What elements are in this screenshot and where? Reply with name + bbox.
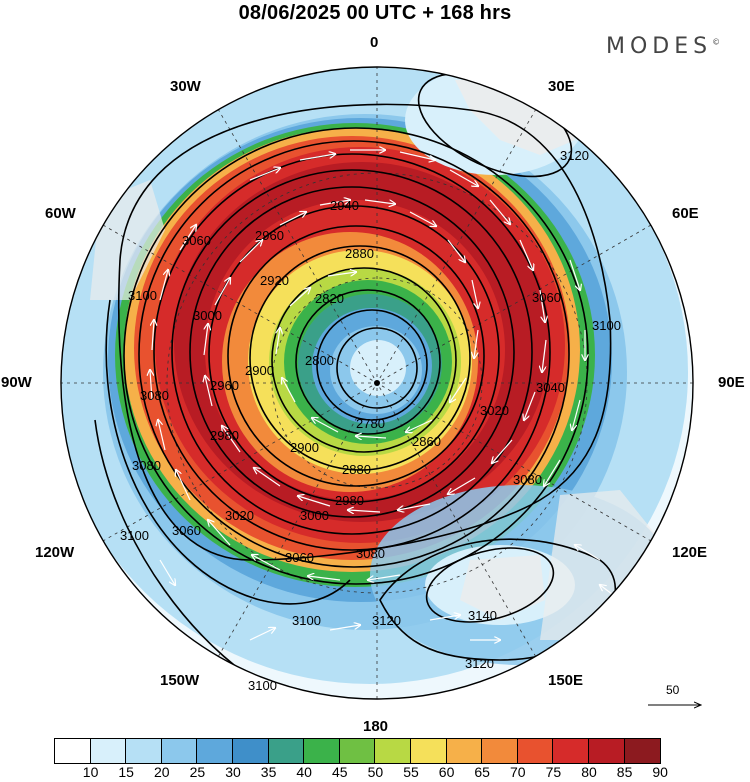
lon-label-60w: 60W: [45, 205, 76, 222]
colorbar-tick-label: 65: [474, 764, 490, 780]
colorbar-tick-label: 30: [225, 764, 241, 780]
colorbar-swatch: [375, 739, 411, 763]
brand-text: MODES: [606, 34, 713, 59]
colorbar-swatch: [90, 739, 127, 763]
contour-label: 3100: [248, 678, 277, 693]
colorbar-swatch: [197, 739, 233, 763]
lon-label-150e: 150E: [548, 672, 584, 689]
colorbar-swatch: [232, 739, 269, 763]
contour-label: 3020: [225, 508, 254, 523]
colorbar-tick-label: 55: [403, 764, 419, 780]
colorbar-tick-label: 80: [581, 764, 597, 780]
contour-label: 2960: [255, 228, 284, 243]
colorbar-swatch: [161, 739, 198, 763]
lon-label-150w: 150W: [160, 672, 200, 689]
colorbar-tick-label: 60: [438, 764, 455, 780]
contour-label: 2880: [345, 246, 374, 261]
pole-marker: [374, 380, 380, 386]
contour-label: 2880: [342, 462, 371, 477]
reference-arrow-icon: [648, 683, 706, 713]
contour-label: 3100: [292, 613, 321, 628]
contour-label: 3020: [480, 403, 509, 418]
colorbar-tick-label: 75: [545, 764, 562, 780]
contour-label: 2920: [260, 273, 289, 288]
contour-label: 3060: [532, 290, 561, 305]
contour-label: 2800: [305, 353, 334, 368]
map-title: 08/06/2025 00 UTC + 168 hrs: [238, 2, 512, 24]
reference-vector: 50: [646, 683, 706, 713]
colorbar-swatch: [55, 739, 91, 763]
contour-label: 3060: [285, 550, 314, 565]
colorbar-tick-label: 45: [332, 764, 348, 780]
brand-mark: ©: [712, 37, 721, 47]
colorbar-tick-label: 85: [616, 764, 633, 780]
colorbar-swatch: [517, 739, 554, 763]
contour-label: 2780: [356, 416, 385, 431]
contour-label: 2980: [335, 493, 364, 508]
contour-label: 2900: [290, 440, 319, 455]
colorbar-swatch: [482, 739, 518, 763]
contour-label: 3040: [536, 380, 565, 395]
colorbar-tick-label: 70: [510, 764, 526, 780]
colorbar-swatch: [304, 739, 340, 763]
colorbar-swatch: [624, 739, 661, 763]
lon-label-30w: 30W: [170, 78, 201, 95]
colorbar-tick-label: 50: [367, 764, 384, 780]
contour-label: 3100: [120, 528, 149, 543]
colorbar-tick-label: 15: [118, 764, 134, 780]
colorbar-swatch: [410, 739, 447, 763]
contour-label: 3080: [513, 472, 542, 487]
contour-label: 3060: [182, 233, 211, 248]
contour-label: 3140: [468, 608, 497, 623]
colorbar-swatch: [446, 739, 483, 763]
map-border: [60, 66, 694, 700]
contour-label: 3080: [132, 458, 161, 473]
lon-label-0: 0: [370, 34, 379, 51]
contour-label: 2940: [330, 198, 359, 213]
contour-label: 2960: [210, 378, 239, 393]
contour-label: 2860: [412, 434, 441, 449]
contour-label: 3000: [300, 508, 329, 523]
contour-label: 3000: [193, 308, 222, 323]
contour-label: 3080: [140, 388, 169, 403]
contour-label: 3100: [592, 318, 621, 333]
contour-label: 3120: [372, 613, 401, 628]
lon-label-90w: 90W: [1, 374, 32, 391]
colorbar-tick-label: 40: [296, 764, 312, 780]
contour-label: 2980: [210, 428, 239, 443]
contour-label: 3060: [172, 523, 201, 538]
reference-vector-label: 50: [666, 683, 680, 697]
wind-vectors: [150, 150, 621, 640]
contour-label: 3120: [465, 656, 494, 671]
colorbar-tick-label: 25: [189, 764, 206, 780]
contour-label: 3080: [356, 546, 385, 561]
colorbar-tick-label: 20: [154, 764, 170, 780]
contour-label: 2820: [315, 291, 344, 306]
colorbar-tick-label: 90: [652, 764, 668, 780]
contour-labels: 2820 2880 2800 2780 2880 2860 2900 2920 …: [120, 148, 621, 693]
lon-label-120e: 120E: [672, 544, 708, 561]
brand-logo: MODES©: [606, 34, 720, 59]
contour-label: 3120: [560, 148, 589, 163]
colorbar-tick-label: 10: [82, 764, 99, 780]
colorbar-swatch: [268, 739, 305, 763]
colorbar-swatch: [126, 739, 162, 763]
lon-label-120w: 120W: [35, 544, 75, 561]
contour-label: 3100: [128, 288, 157, 303]
colorbar-labels: 10 15 20 25 30 35 40 45 50 55 60 65 70 75 80 85 90: [0, 764, 750, 782]
lon-label-30e: 30E: [548, 78, 575, 95]
colorbar-tick-label: 35: [260, 764, 277, 780]
colorbar-swatch: [588, 739, 625, 763]
lon-label-90e: 90E: [718, 374, 745, 391]
colorbar-swatch: [339, 739, 376, 763]
colorbar-swatch: [553, 739, 589, 763]
colorbar: [54, 738, 662, 764]
lon-label-180: 180: [363, 718, 389, 735]
contour-label: 2900: [245, 363, 274, 378]
lon-label-60e: 60E: [672, 205, 699, 222]
